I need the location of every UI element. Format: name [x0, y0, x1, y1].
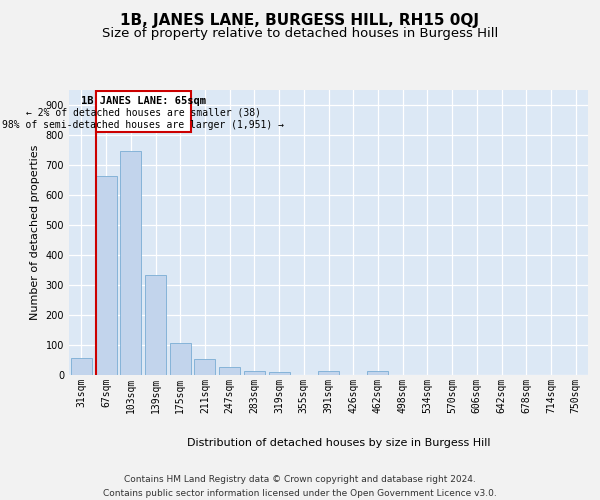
Text: 98% of semi-detached houses are larger (1,951) →: 98% of semi-detached houses are larger (…	[2, 120, 284, 130]
Text: Size of property relative to detached houses in Burgess Hill: Size of property relative to detached ho…	[102, 28, 498, 40]
Y-axis label: Number of detached properties: Number of detached properties	[30, 145, 40, 320]
Bar	[95, 90, 191, 132]
Bar	[71, 358, 92, 375]
Bar	[269, 372, 290, 375]
Text: Contains HM Land Registry data © Crown copyright and database right 2024.
Contai: Contains HM Land Registry data © Crown c…	[103, 476, 497, 498]
Bar	[145, 275, 166, 375]
Text: Distribution of detached houses by size in Burgess Hill: Distribution of detached houses by size …	[187, 438, 491, 448]
Bar	[120, 150, 141, 375]
Bar	[244, 370, 265, 375]
Bar	[367, 372, 388, 375]
Text: 1B, JANES LANE, BURGESS HILL, RH15 0QJ: 1B, JANES LANE, BURGESS HILL, RH15 0QJ	[121, 12, 479, 28]
Bar	[194, 359, 215, 375]
Bar	[95, 176, 116, 375]
Text: ← 2% of detached houses are smaller (38): ← 2% of detached houses are smaller (38)	[26, 108, 261, 118]
Bar	[318, 372, 339, 375]
Bar	[219, 367, 240, 375]
Bar	[170, 343, 191, 375]
Text: 1B JANES LANE: 65sqm: 1B JANES LANE: 65sqm	[81, 96, 206, 106]
